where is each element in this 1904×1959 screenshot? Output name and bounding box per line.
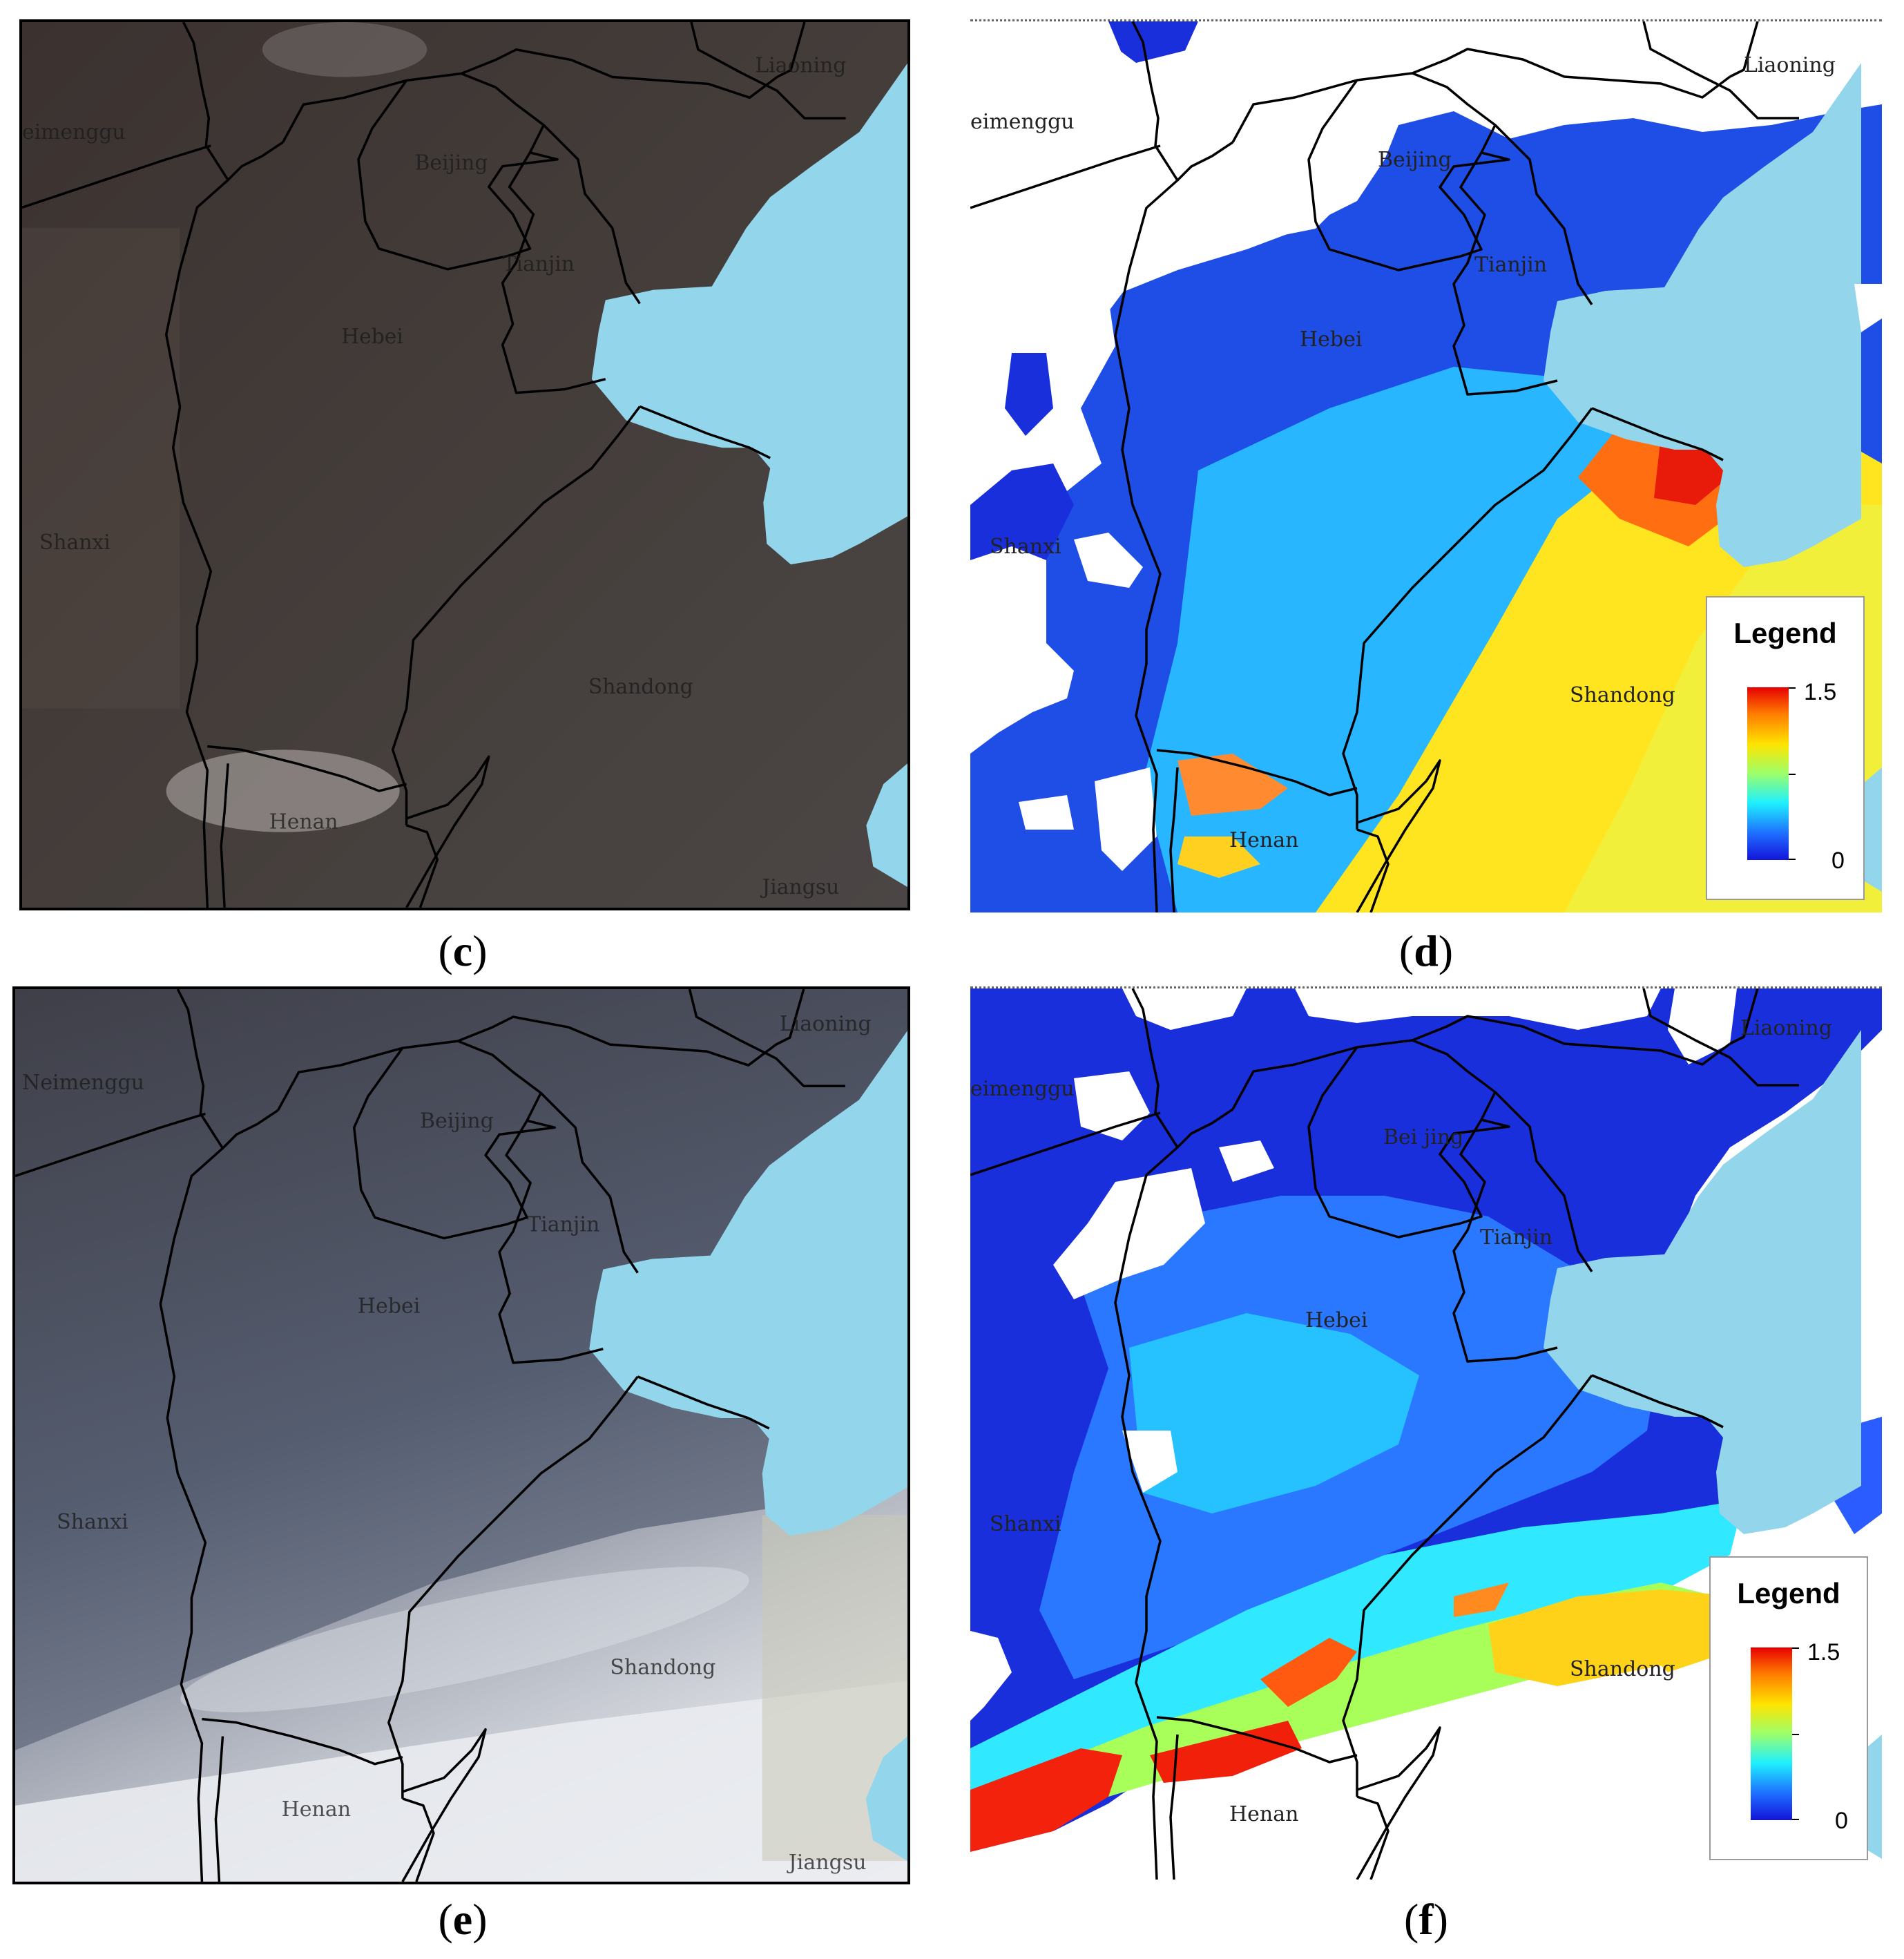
legend-max-label: 1.5 [1804,679,1837,705]
legend-max-label: 1.5 [1807,1639,1840,1665]
label-beijing: Beijing [420,1109,494,1133]
label-shanxi: Shanxi [57,1510,128,1534]
legend-title: Legend [1733,617,1837,649]
label-jiangsu: Jiangsu [760,875,839,899]
label-hebei: Hebei [1300,327,1362,352]
label-liaoning: Liaoning [780,1012,872,1036]
panel-c-true-color-map: eimenggu Beijing Tianjin Hebei Shanxi Sh… [19,19,910,910]
legend-min-label: 0 [1831,848,1845,874]
caption-f: (f) [1404,1895,1448,1944]
label-beijing: Bei jing [1383,1125,1463,1149]
label-hebei: Hebei [1305,1308,1367,1332]
caption-d: (d) [1398,926,1454,975]
legend-box: Legend 1.5 0 [1706,596,1865,900]
legend-color-ramp [1751,1647,1792,1820]
label-shanxi: Shanxi [990,535,1061,559]
label-liaoning: Liaoning [755,54,846,78]
panel-f-aod-map: eimenggu Bei jing Tianjin Hebei Shanxi S… [970,986,1882,1880]
label-henan: Henan [1229,828,1298,852]
label-shandong: Shandong [1570,683,1675,707]
label-hebei: Hebei [341,325,403,349]
legend-tick-mid [1789,774,1796,775]
label-tianjin: Tianjin [503,252,575,276]
label-liaoning: Liaoning [1740,1016,1832,1040]
label-liaoning: Liaoning [1744,53,1836,77]
legend-tick-max [1789,687,1796,689]
label-neimenggu: eimenggu [22,120,126,144]
label-shanxi: Shanxi [990,1512,1061,1536]
panel-e-true-color-map: Neimenggu Beijing Tianjin Hebei Shanxi S… [12,986,910,1884]
label-shandong: Shandong [610,1656,715,1680]
label-tianjin: Tianjin [1474,253,1547,277]
legend-title: Legend [1737,1577,1840,1609]
label-henan: Henan [282,1797,352,1822]
legend-tick-min [1792,1819,1799,1820]
legend-tick-max [1792,1647,1799,1649]
legend-color-ramp [1747,687,1789,860]
label-neimenggu: eimenggu [970,110,1075,134]
caption-e: (e) [438,1895,488,1944]
caption-c: (c) [438,926,488,975]
legend-tick-min [1789,859,1796,860]
label-henan: Henan [1229,1802,1298,1826]
label-shandong: Shandong [1570,1657,1675,1681]
label-henan: Henan [269,810,338,834]
label-hebei: Hebei [358,1294,421,1319]
legend-box: Legend 1.5 0 [1709,1556,1868,1860]
label-beijing: Beijing [1378,148,1452,172]
label-neimenggu: eimenggu [970,1077,1075,1101]
label-neimenggu: Neimenggu [22,1071,144,1095]
panel-d-aod-map: eimenggu Beijing Tianjin Hebei Shanxi Sh… [970,19,1882,912]
legend-min-label: 0 [1835,1808,1848,1834]
label-shanxi: Shanxi [39,531,110,555]
label-jiangsu: Jiangsu [787,1851,867,1875]
label-beijing: Beijing [414,151,488,175]
legend-tick-mid [1792,1734,1799,1735]
label-shandong: Shandong [588,675,693,699]
label-tianjin: Tianjin [1480,1225,1552,1250]
label-tianjin: Tianjin [527,1213,599,1237]
